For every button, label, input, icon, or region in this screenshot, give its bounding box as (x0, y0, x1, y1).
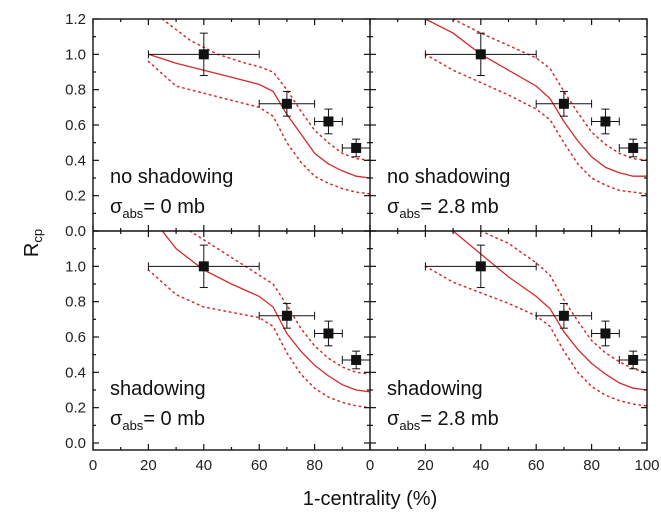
sigma-value: = 0 mb (143, 196, 205, 218)
sigma-symbol: σ (110, 408, 123, 430)
data-marker (558, 310, 569, 321)
tick-label: 0.4 (65, 152, 86, 169)
ticks-layer: 0.0 0.2 0.4 0.6 0.8 1.0 1.2 0.0 0.2 0.4 0.6 0.8 1.0 0… (65, 11, 659, 474)
model-curve (425, 19, 647, 177)
sigma-value: = 2.8 mb (420, 196, 498, 218)
panel-2 (424, 19, 647, 195)
data-point (424, 244, 537, 289)
data-marker (628, 354, 639, 365)
sigma-subscript: abs (399, 206, 420, 221)
data-point (147, 32, 260, 77)
data-point (147, 244, 260, 289)
tick-label: 1.0 (65, 46, 86, 63)
tick-label: 0.2 (65, 188, 86, 205)
tick-label: 80 (583, 457, 600, 474)
tick-label: 0.0 (65, 223, 86, 240)
y-axis-title-sub: cp (30, 229, 45, 243)
data-point (591, 108, 620, 135)
data-point (618, 138, 647, 158)
data-marker (628, 142, 639, 153)
data-marker (281, 310, 292, 321)
sigma-value: = 2.8 mb (420, 408, 498, 430)
data-point (618, 350, 647, 370)
panel-label: shadowing (110, 378, 206, 400)
data-marker (198, 49, 209, 60)
band-lower-line (147, 60, 370, 195)
tick-label: 0.2 (65, 400, 86, 417)
tick-label: 80 (306, 457, 323, 474)
panel-sigma-label: σabs= 0 mb (110, 196, 205, 221)
band-upper-line (189, 231, 370, 375)
sigma-symbol: σ (387, 408, 400, 430)
data-marker (351, 354, 362, 365)
sigma-subscript: abs (122, 206, 143, 221)
data-marker (558, 98, 569, 109)
panel-sigma-label: σabs= 2.8 mb (387, 196, 499, 221)
data-point (535, 90, 593, 117)
data-marker (475, 261, 486, 272)
panel-3 (147, 231, 370, 409)
tick-label: 0.8 (65, 294, 86, 311)
sigma-symbol: σ (387, 196, 400, 218)
band-lower-line (424, 265, 647, 407)
data-point (341, 350, 370, 370)
data-point (591, 320, 620, 347)
panel-1 (147, 19, 370, 195)
tick-label: 0 (366, 457, 374, 474)
band-lower-line (424, 53, 647, 195)
data-point (424, 32, 537, 77)
tick-label: 1.0 (65, 258, 86, 275)
data-marker (323, 328, 334, 339)
data-point (314, 108, 343, 135)
tick-label: 100 (634, 457, 659, 474)
tick-label: 40 (195, 457, 212, 474)
band-lower-line (147, 269, 370, 409)
data-point (341, 138, 370, 158)
panel-label: no shadowing (110, 166, 233, 188)
y-axis-title: Rcp (21, 229, 45, 257)
tick-label: 20 (417, 457, 434, 474)
panel-sigma-label: σabs= 2.8 mb (387, 408, 499, 433)
data-point (258, 90, 316, 117)
sigma-symbol: σ (110, 196, 123, 218)
data-marker (475, 49, 486, 60)
band-upper-line (161, 19, 370, 162)
tick-label: 40 (472, 457, 489, 474)
data-marker (600, 328, 611, 339)
tick-label: 0.6 (65, 117, 86, 134)
data-marker (600, 116, 611, 127)
tick-label: 0.0 (65, 435, 86, 452)
tick-label: 60 (251, 457, 268, 474)
data-point (314, 320, 343, 347)
data-marker (198, 261, 209, 272)
y-axis-title-main: R (21, 243, 43, 257)
panel-label: shadowing (387, 378, 483, 400)
tick-label: 0 (89, 457, 97, 474)
tick-label: 20 (140, 457, 157, 474)
panel-sigma-label: σabs= 0 mb (110, 408, 205, 433)
panel-label: no shadowing (387, 166, 510, 188)
model-curve (161, 231, 370, 393)
tick-label: 0.4 (65, 364, 86, 381)
x-axis-title: 1-centrality (%) (303, 488, 437, 510)
panel-4 (424, 231, 647, 407)
sigma-subscript: abs (122, 418, 143, 433)
sigma-subscript: abs (399, 418, 420, 433)
data-marker (281, 98, 292, 109)
tick-label: 0.6 (65, 329, 86, 346)
data-point (258, 302, 316, 329)
model-curve (148, 53, 370, 179)
band-upper-line (452, 19, 647, 162)
tick-label: 0.8 (65, 82, 86, 99)
data-point (535, 302, 593, 329)
tick-label: 60 (528, 457, 545, 474)
tick-label: 1.2 (65, 11, 86, 28)
model-curve (452, 231, 647, 391)
data-marker (323, 116, 334, 127)
sigma-value: = 0 mb (143, 408, 205, 430)
data-marker (351, 142, 362, 153)
